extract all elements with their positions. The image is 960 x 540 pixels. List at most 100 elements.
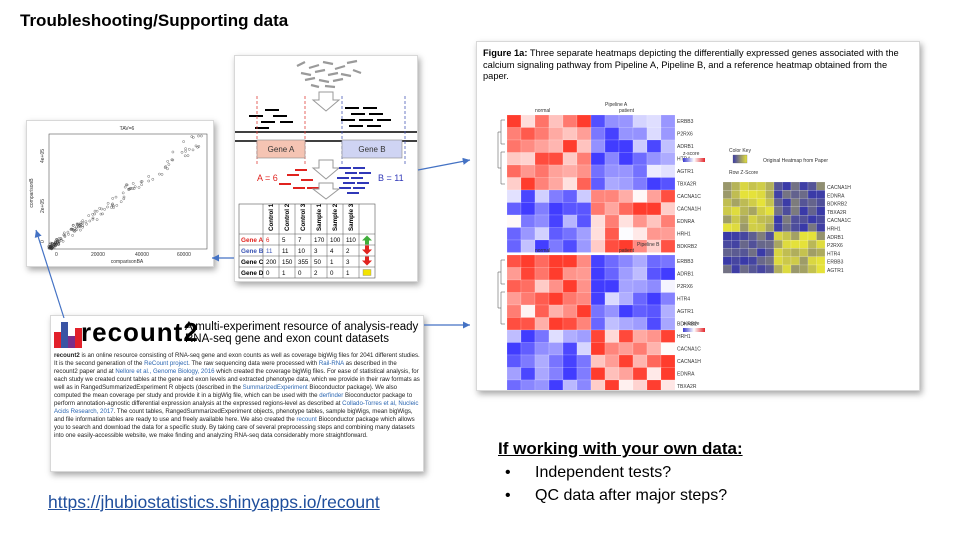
heatmap-cell — [506, 139, 522, 153]
heatmap-cell — [576, 267, 592, 281]
heatmap-cell — [520, 189, 536, 203]
heatmap-cell — [618, 367, 634, 381]
heatmap-cell — [646, 214, 662, 228]
heatmap-cell — [739, 256, 749, 266]
heatmap-cell — [576, 189, 592, 203]
slide-title: Troubleshooting/Supporting data — [20, 11, 289, 30]
heatmap-cell — [799, 240, 809, 249]
heatmap-cell — [782, 248, 792, 257]
heatmap-cell — [604, 127, 620, 141]
heatmap-cell — [816, 223, 826, 232]
heatmap-cell — [576, 279, 592, 293]
heatmap-cell — [548, 139, 564, 153]
gene-b-box — [341, 139, 403, 159]
recount-url-link[interactable]: https://jhubiostatistics.shinyapps.io/re… — [48, 492, 380, 512]
heatmap-cell — [773, 240, 783, 249]
heatmap-cell — [548, 292, 564, 306]
gene-label: ADRB1 — [677, 144, 694, 150]
heatmap-cell — [590, 239, 606, 253]
heatmap-cell — [618, 304, 634, 318]
table-cell: 1 — [282, 270, 286, 277]
heatmap-cell — [722, 248, 732, 257]
heatmap-cell — [807, 206, 817, 216]
heatmap-cell — [618, 317, 634, 331]
heatmap-cell — [807, 256, 817, 266]
heatmap-cell — [576, 127, 592, 141]
recount-project-link[interactable]: ReCount project — [144, 360, 189, 368]
scatter-point — [147, 179, 150, 183]
heatmap-cell — [790, 190, 800, 199]
scatter-point — [95, 218, 99, 221]
scatter-point — [81, 219, 84, 222]
heatmap-cell — [816, 190, 826, 199]
heatmap-cell — [534, 329, 550, 343]
scatter-point — [99, 212, 103, 216]
heatmap-cell — [562, 329, 578, 343]
gene-label: EDNRA — [677, 219, 695, 225]
heatmap-cell — [748, 215, 758, 224]
table-row-gene: Gene B — [241, 248, 264, 255]
scatter-point — [188, 148, 191, 151]
heatmap-cell — [748, 190, 758, 199]
gene-b-reads — [337, 167, 371, 194]
heatmap-cell — [632, 214, 648, 228]
heatmap-cell — [739, 190, 749, 199]
collado-link[interactable]: Collado-Torres et al, Nucleic Acids Rese… — [54, 400, 419, 416]
heatmap-cell — [632, 267, 648, 281]
dendrogram-icon — [497, 259, 505, 325]
heatmap-cell — [590, 139, 606, 153]
scatter-point — [79, 228, 82, 232]
heatmap-cell — [782, 190, 792, 199]
heatmap-cell — [632, 379, 648, 390]
derfinder-link[interactable]: derfinder — [319, 392, 344, 400]
heatmap-cell — [799, 181, 809, 191]
heatmap-cell — [548, 127, 564, 141]
heatmap-cell — [534, 139, 550, 153]
table-column-header: Sample 3 — [348, 203, 355, 231]
bullet-item: • QC data after major steps? — [505, 487, 728, 504]
heatmap-cell — [756, 223, 766, 232]
gene-label: ERBB3 — [827, 260, 844, 266]
scatter-point — [106, 205, 109, 209]
count-b-text: B = 11 — [378, 173, 404, 183]
gene-label: P2RX6 — [827, 243, 843, 249]
scatter-xtick: 40000 — [135, 252, 149, 258]
heatmap-cell — [576, 177, 592, 191]
rail-rna-link[interactable]: Rail-RNA — [318, 360, 344, 368]
row-zscore-label: Row Z-Score — [729, 170, 758, 176]
heatmap-cell — [520, 367, 536, 381]
heatmap-cell — [646, 177, 662, 191]
heatmap-cell — [604, 292, 620, 306]
heatmap-cell — [604, 152, 620, 166]
heatmap-cell — [506, 379, 522, 390]
gene-label: HRH1 — [677, 232, 691, 238]
scatter-point — [151, 178, 155, 181]
heatmap-cell — [632, 127, 648, 141]
heatmap-cell — [534, 367, 550, 381]
heatmap-cell — [816, 215, 826, 224]
recount2-panel: recount2 A multi-experiment resource of … — [50, 315, 424, 472]
heatmap-cell — [548, 267, 564, 281]
heatmap-figure-panel: Figure 1a: Three separate heatmaps depic… — [476, 41, 920, 391]
heatmap-cell — [646, 317, 662, 331]
heatmap-cell — [520, 139, 536, 153]
heatmap-cell — [548, 114, 564, 128]
heatmap-cell — [790, 198, 800, 207]
heatmap-cell — [590, 354, 606, 368]
table-cell: 2 — [346, 248, 350, 255]
heatmap-cell — [790, 223, 800, 232]
scatter-point — [71, 234, 74, 237]
heatmap-cell — [646, 367, 662, 381]
heatmap-cell — [534, 164, 550, 178]
nellore-link[interactable]: Nellore et al., Genome Biology, 2016 — [115, 368, 215, 376]
heatmap-cell — [790, 264, 800, 274]
heatmap-cell — [548, 177, 564, 191]
heatmap-cell — [765, 190, 775, 199]
heatmap-cell — [576, 164, 592, 178]
heatmap-cell — [748, 240, 758, 249]
heatmap-cell — [722, 231, 732, 241]
scatter-point — [133, 185, 137, 188]
recount-package-link[interactable]: recount — [296, 416, 317, 424]
summarized-experiment-link[interactable]: SummarizedExperiment — [242, 384, 308, 392]
scatter-point — [103, 208, 106, 211]
